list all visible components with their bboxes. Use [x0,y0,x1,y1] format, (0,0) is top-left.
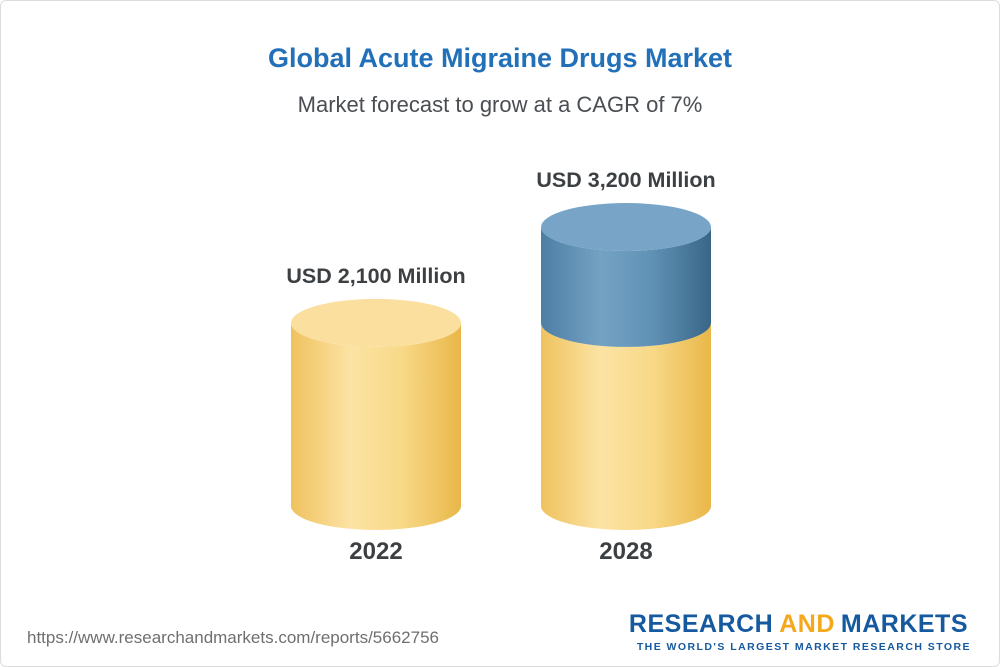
chart-subtitle: Market forecast to grow at a CAGR of 7% [297,92,703,117]
bar-2028: USD 3,200 Million 2028 [536,168,715,565]
bar-2022: USD 2,100 Million 2022 [286,264,465,565]
value-label: USD 2,100 Million [286,264,465,288]
cylinder-growth-segment [541,203,711,347]
source-url: https://www.researchandmarkets.com/repor… [27,628,439,647]
category-label: 2028 [599,538,652,565]
page-title: Global Acute Migraine Drugs Market [267,43,733,73]
chart-header: Global Acute Migraine Drugs Market Marke… [1,43,999,118]
logo-word-and: AND [779,610,835,638]
value-label: USD 3,200 Million [536,168,715,192]
logo-word-research: RESEARCH [628,610,774,638]
logo-wordmark: RESEARCH AND MARKETS [626,612,971,637]
logo-tagline: THE WORLD'S LARGEST MARKET RESEARCH STOR… [636,641,971,653]
researchandmarkets-logo: RESEARCH AND MARKETS THE WORLD'S LARGEST M… [626,612,971,654]
cylinder-base-segment [291,298,461,530]
logo-word-markets: MARKETS [840,610,968,638]
category-label: 2022 [349,538,402,565]
